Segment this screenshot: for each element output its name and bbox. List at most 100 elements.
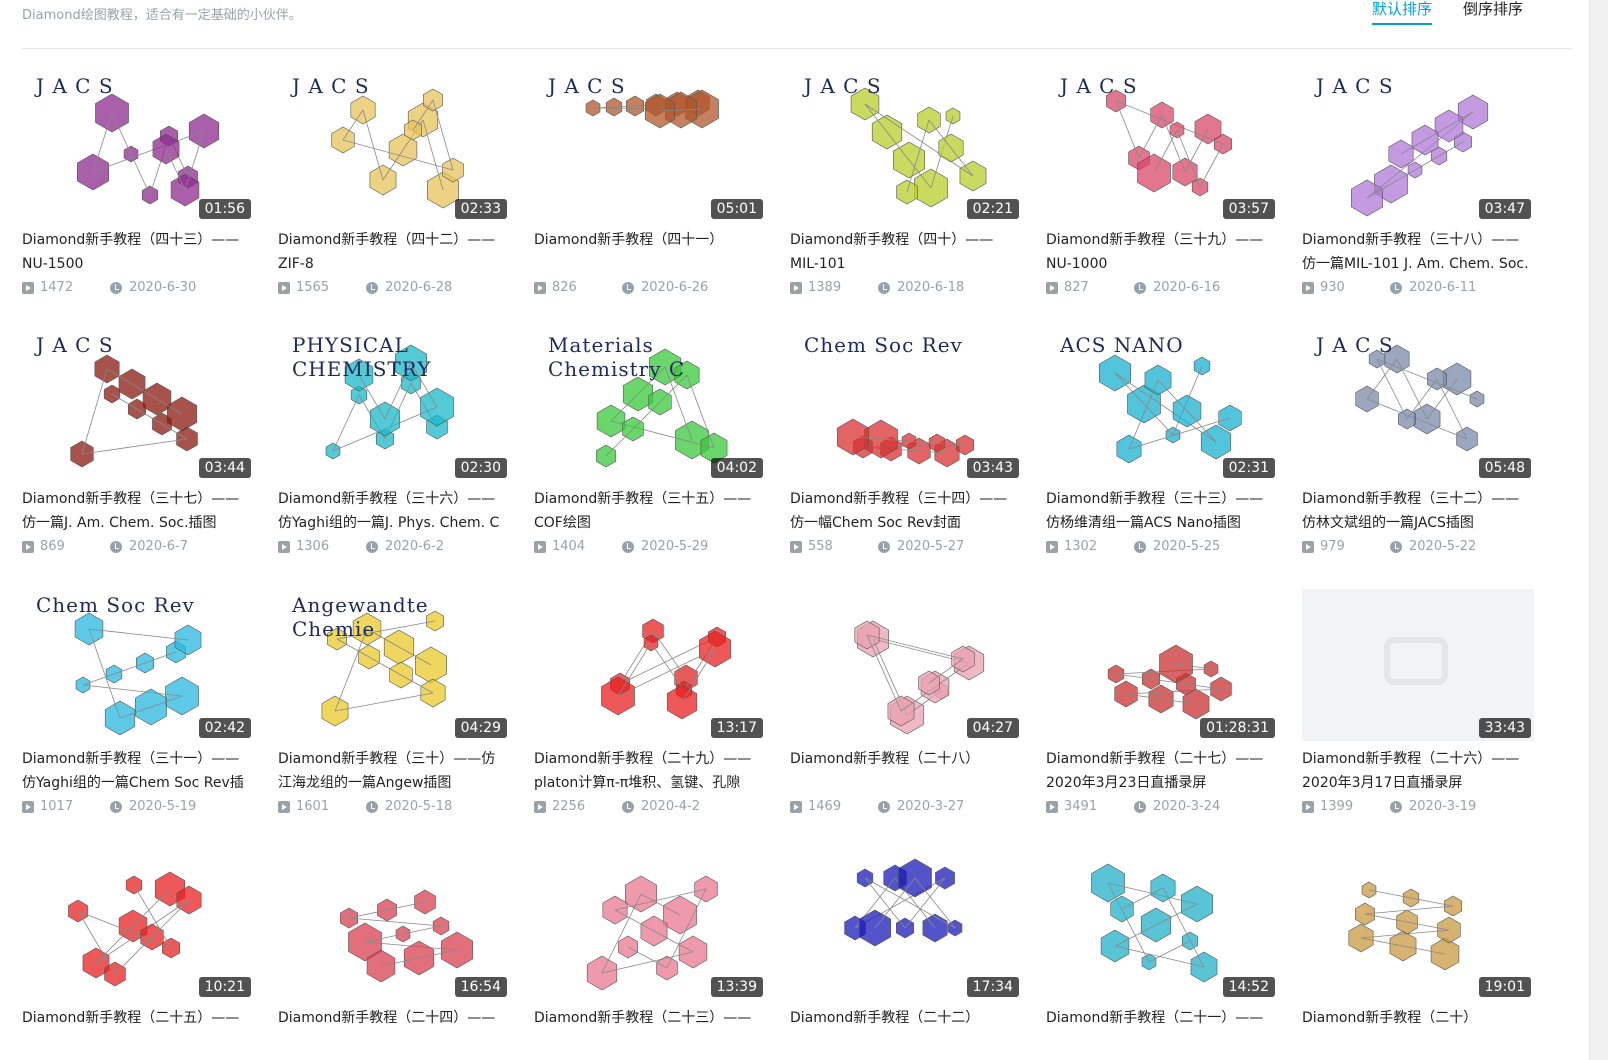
- video-duration: 01:56: [198, 199, 251, 219]
- video-title-line2: 仿一幅Chem Soc Rev封面: [790, 515, 961, 531]
- play-count: 1601: [296, 799, 330, 814]
- video-title-line1: Diamond新手教程（三十一）——: [22, 751, 240, 767]
- video-title[interactable]: Diamond新手教程（三十七）—— 仿一篇J. Am. Chem. Soc.插…: [22, 487, 254, 535]
- video-thumbnail[interactable]: 19:01: [1302, 848, 1534, 1000]
- upload-date: 2020-5-22: [1409, 539, 1477, 554]
- upload-date: 2020-3-24: [1153, 799, 1221, 814]
- video-title[interactable]: Diamond新手教程（三十四）—— 仿一幅Chem Soc Rev封面: [790, 487, 1022, 535]
- video-title[interactable]: Diamond新手教程（三十）——仿 江海龙组的一篇Angew插图: [278, 747, 510, 795]
- play-count-icon: [1302, 282, 1314, 294]
- video-title[interactable]: Diamond新手教程（三十二）—— 仿林文斌组的一篇JACS插图: [1302, 487, 1534, 535]
- upload-date: 2020-5-18: [385, 799, 453, 814]
- video-title-line2: 仿林文斌组的一篇JACS插图: [1302, 515, 1474, 531]
- play-count-icon: [22, 282, 34, 294]
- video-thumbnail[interactable]: Materials Chemistry C 04:02: [534, 329, 766, 481]
- video-duration: 02:42: [198, 718, 251, 738]
- video-thumbnail[interactable]: 13:39: [534, 848, 766, 1000]
- video-thumbnail[interactable]: 10:21: [22, 848, 254, 1000]
- video-thumbnail[interactable]: J A C S 01:56: [22, 70, 254, 222]
- video-meta: 827 2020-6-16: [1046, 280, 1278, 298]
- upload-date: 2020-4-2: [641, 799, 701, 814]
- video-duration: 16:54: [454, 977, 507, 997]
- video-title[interactable]: Diamond新手教程（四十）—— MIL-101: [790, 228, 1022, 276]
- sort-default-tab[interactable]: 默认排序: [1372, 0, 1433, 25]
- video-thumbnail[interactable]: J A C S 03:57: [1046, 70, 1278, 222]
- structure-illustration: [1106, 89, 1232, 197]
- video-title[interactable]: Diamond新手教程（三十一）—— 仿Yaghi组的一篇Chem Soc Re…: [22, 747, 254, 795]
- video-title-line2: COF绘图: [534, 515, 591, 531]
- top-bar: Diamond绘图教程，适合有一定基础的小伙伴。 默认排序 倒序排序: [22, 0, 1572, 49]
- video-title[interactable]: Diamond新手教程（三十九）—— NU-1000: [1046, 228, 1278, 276]
- video-title[interactable]: Diamond新手教程（二十六）—— 2020年3月17日直播录屏: [1302, 747, 1534, 795]
- sort-reverse-tab[interactable]: 倒序排序: [1463, 0, 1524, 18]
- structure-illustration: [844, 858, 963, 947]
- page-scrollbar[interactable]: [1589, 0, 1608, 1060]
- video-thumbnail[interactable]: Chem Soc Rev 02:42: [22, 589, 254, 741]
- clock-icon: [366, 801, 378, 813]
- video-thumbnail[interactable]: 14:52: [1046, 848, 1278, 1000]
- video-title-line1: Diamond新手教程（三十九）——: [1046, 232, 1264, 248]
- video-title[interactable]: Diamond新手教程（四十二）—— ZIF-8: [278, 228, 510, 276]
- clock-icon: [622, 282, 634, 294]
- video-title-line1: Diamond新手教程（二十二）: [790, 1010, 980, 1026]
- video-title[interactable]: Diamond新手教程（四十一）: [534, 228, 766, 252]
- video-title[interactable]: Diamond新手教程（二十七）—— 2020年3月23日直播录屏: [1046, 747, 1278, 795]
- video-thumbnail[interactable]: Chem Soc Rev 03:43: [790, 329, 1022, 481]
- video-duration: 14:52: [1222, 977, 1275, 997]
- video-duration: 05:01: [710, 199, 763, 219]
- video-title[interactable]: Diamond新手教程（二十三）——: [534, 1006, 766, 1030]
- video-meta: 1565 2020-6-28: [278, 280, 510, 298]
- clock-icon: [622, 541, 634, 553]
- video-title[interactable]: Diamond新手教程（三十三）—— 仿杨维清组一篇ACS Nano插图: [1046, 487, 1278, 535]
- video-title[interactable]: Diamond新手教程（二十五）——: [22, 1006, 254, 1030]
- video-thumbnail[interactable]: 16:54: [278, 848, 510, 1000]
- video-title[interactable]: Diamond新手教程（二十八）: [790, 747, 1022, 771]
- video-thumbnail[interactable]: J A C S 05:48: [1302, 329, 1534, 481]
- video-thumbnail[interactable]: J A C S 03:44: [22, 329, 254, 481]
- video-thumbnail[interactable]: Angewandte Chemie 04:29: [278, 589, 510, 741]
- video-title[interactable]: Diamond新手教程（二十）: [1302, 1006, 1534, 1030]
- video-thumbnail[interactable]: 01:28:31: [1046, 589, 1278, 741]
- video-thumbnail[interactable]: J A C S 03:47: [1302, 70, 1534, 222]
- play-count: 826: [552, 280, 577, 295]
- video-thumbnail[interactable]: 04:27: [790, 589, 1022, 741]
- structure-illustration: [596, 348, 728, 468]
- play-count: 1404: [552, 539, 586, 554]
- video-title-line2: 仿Yaghi组的一篇Chem Soc Rev插: [22, 775, 244, 791]
- upload-date: 2020-6-28: [385, 280, 453, 295]
- video-duration: 10:21: [198, 977, 251, 997]
- video-meta: 1601 2020-5-18: [278, 799, 510, 817]
- upload-date: 2020-5-27: [897, 539, 965, 554]
- play-count-icon: [534, 282, 546, 294]
- video-title[interactable]: Diamond新手教程（二十一）——: [1046, 1006, 1278, 1030]
- play-count: 1469: [808, 799, 842, 814]
- video-thumbnail[interactable]: 13:17: [534, 589, 766, 741]
- video-title[interactable]: Diamond新手教程（二十二）: [790, 1006, 1022, 1030]
- video-thumbnail[interactable]: 33:43: [1302, 589, 1534, 741]
- video-title[interactable]: Diamond新手教程（四十三）—— NU-1500: [22, 228, 254, 276]
- video-title[interactable]: Diamond新手教程（二十九）—— platon计算π-π堆积、氢键、孔隙: [534, 747, 766, 795]
- video-title[interactable]: Diamond新手教程（三十六）—— 仿Yaghi组的一篇J. Phys. Ch…: [278, 487, 510, 535]
- video-thumbnail[interactable]: 17:34: [790, 848, 1022, 1000]
- play-count-icon: [278, 282, 290, 294]
- clock-icon: [622, 801, 634, 813]
- play-count-icon: [534, 541, 546, 553]
- video-title[interactable]: Diamond新手教程（二十四）——: [278, 1006, 510, 1030]
- video-thumbnail[interactable]: J A C S 05:01: [534, 70, 766, 222]
- video-thumbnail[interactable]: ACS NANO 02:31: [1046, 329, 1278, 481]
- video-thumbnail[interactable]: J A C S 02:33: [278, 70, 510, 222]
- video-title-line1: Diamond新手教程（二十三）——: [534, 1010, 752, 1026]
- journal-logo: Chem Soc Rev: [804, 333, 963, 357]
- play-count-icon: [1046, 282, 1058, 294]
- video-title[interactable]: Diamond新手教程（三十八）—— 仿一篇MIL-101 J. Am. Che…: [1302, 228, 1534, 276]
- video-duration: 03:57: [1222, 199, 1275, 219]
- play-count: 3491: [1064, 799, 1098, 814]
- video-title[interactable]: Diamond新手教程（三十五）—— COF绘图: [534, 487, 766, 535]
- video-thumbnail[interactable]: J A C S 02:21: [790, 70, 1022, 222]
- journal-logo: Chem Soc Rev: [36, 593, 195, 617]
- video-meta: 869 2020-6-7: [22, 539, 254, 557]
- journal-logo: J A C S: [36, 333, 114, 357]
- video-duration: 01:28:31: [1200, 718, 1275, 738]
- video-thumbnail[interactable]: PHYSICAL CHEMISTRY 02:30: [278, 329, 510, 481]
- play-count-icon: [534, 801, 546, 813]
